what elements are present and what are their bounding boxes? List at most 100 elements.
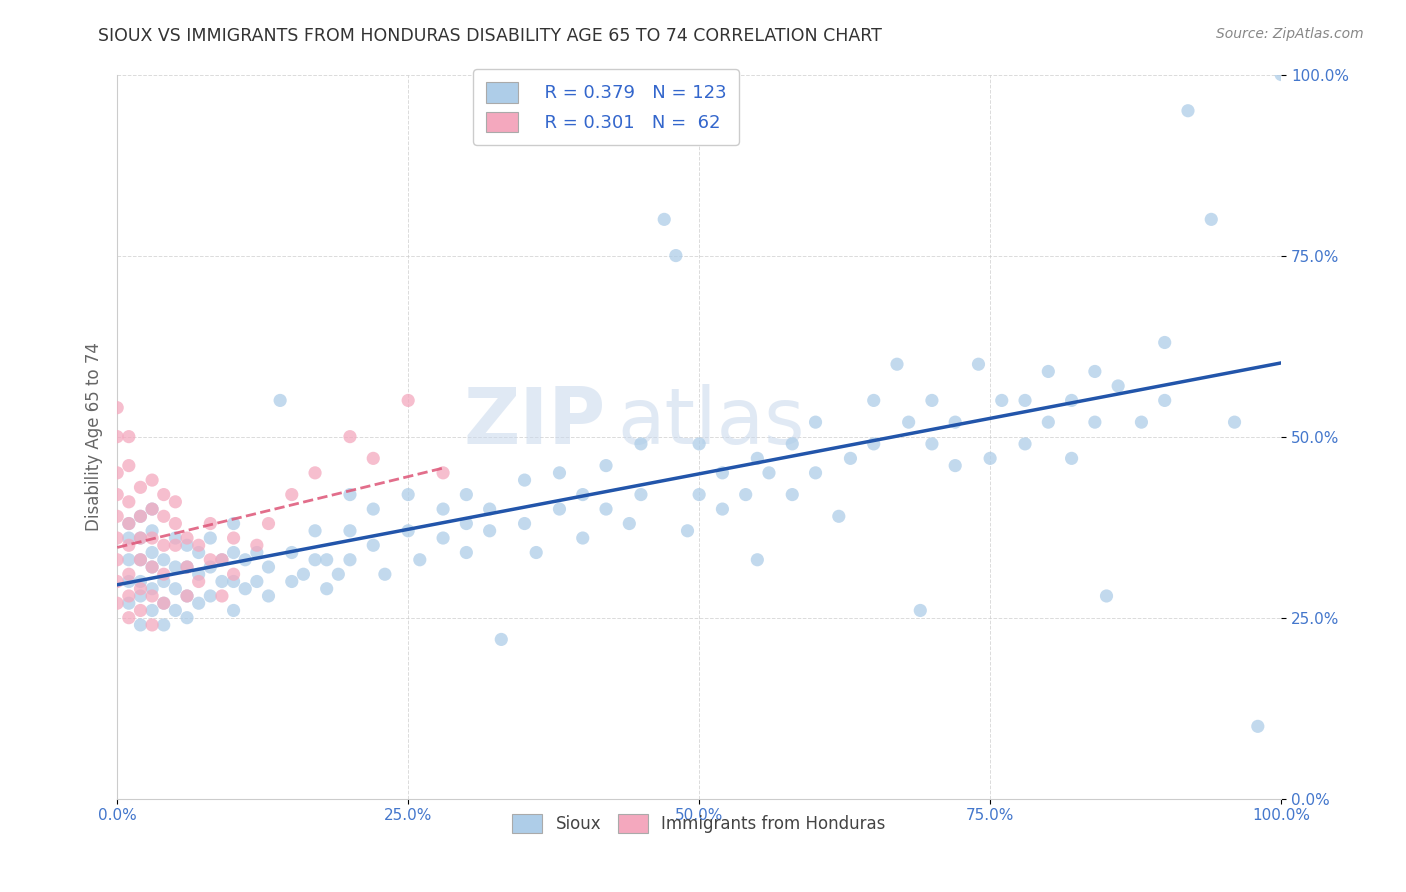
Point: [176, 589, 198, 603]
Point: [165, 560, 187, 574]
Point: [862, 393, 884, 408]
Point: [315, 553, 337, 567]
Point: [513, 473, 536, 487]
Point: [152, 553, 174, 567]
Point: [676, 524, 699, 538]
Point: [688, 487, 710, 501]
Point: [304, 553, 326, 567]
Point: [361, 538, 384, 552]
Point: [943, 415, 966, 429]
Point: [595, 502, 617, 516]
Point: [129, 531, 152, 545]
Point: [804, 415, 827, 429]
Point: [187, 596, 209, 610]
Point: [141, 524, 163, 538]
Point: [396, 393, 419, 408]
Point: [1038, 364, 1060, 378]
Point: [187, 538, 209, 552]
Point: [141, 531, 163, 545]
Point: [211, 574, 233, 589]
Point: [304, 524, 326, 538]
Point: [409, 553, 432, 567]
Point: [118, 596, 141, 610]
Point: [292, 567, 315, 582]
Point: [257, 560, 280, 574]
Point: [152, 487, 174, 501]
Point: [828, 509, 851, 524]
Point: [165, 582, 187, 596]
Point: [105, 401, 128, 415]
Point: [211, 553, 233, 567]
Point: [222, 567, 245, 582]
Point: [200, 589, 222, 603]
Point: [105, 509, 128, 524]
Point: [176, 531, 198, 545]
Point: [257, 516, 280, 531]
Point: [105, 430, 128, 444]
Point: [246, 574, 269, 589]
Point: [200, 553, 222, 567]
Point: [118, 538, 141, 552]
Point: [524, 545, 547, 559]
Point: [304, 466, 326, 480]
Point: [211, 553, 233, 567]
Point: [630, 437, 652, 451]
Point: [118, 610, 141, 624]
Point: [129, 531, 152, 545]
Point: [361, 502, 384, 516]
Point: [1270, 68, 1292, 82]
Point: [152, 509, 174, 524]
Point: [129, 509, 152, 524]
Point: [187, 567, 209, 582]
Point: [456, 487, 478, 501]
Point: [269, 393, 291, 408]
Point: [396, 487, 419, 501]
Point: [281, 487, 304, 501]
Point: [1177, 103, 1199, 118]
Point: [491, 632, 513, 647]
Point: [780, 487, 803, 501]
Point: [176, 560, 198, 574]
Point: [105, 553, 128, 567]
Point: [200, 516, 222, 531]
Point: [152, 538, 174, 552]
Point: [211, 589, 233, 603]
Point: [548, 466, 571, 480]
Point: [967, 357, 990, 371]
Point: [1060, 393, 1083, 408]
Point: [1130, 415, 1153, 429]
Point: [571, 487, 593, 501]
Point: [118, 430, 141, 444]
Point: [339, 487, 361, 501]
Point: [1247, 719, 1270, 733]
Point: [804, 466, 827, 480]
Text: Source: ZipAtlas.com: Source: ZipAtlas.com: [1216, 27, 1364, 41]
Point: [1060, 451, 1083, 466]
Point: [105, 531, 128, 545]
Point: [233, 553, 256, 567]
Point: [105, 466, 128, 480]
Point: [921, 437, 943, 451]
Point: [152, 596, 174, 610]
Point: [747, 451, 769, 466]
Point: [688, 437, 710, 451]
Point: [665, 249, 688, 263]
Point: [200, 531, 222, 545]
Point: [141, 473, 163, 487]
Point: [432, 466, 454, 480]
Point: [152, 574, 174, 589]
Point: [176, 538, 198, 552]
Point: [339, 430, 361, 444]
Point: [1107, 379, 1129, 393]
Point: [246, 545, 269, 559]
Point: [222, 603, 245, 617]
Point: [105, 487, 128, 501]
Point: [595, 458, 617, 473]
Point: [734, 487, 756, 501]
Legend:   R = 0.379   N = 123,   R = 0.301   N =  62: R = 0.379 N = 123, R = 0.301 N = 62: [472, 69, 740, 145]
Point: [176, 560, 198, 574]
Point: [200, 560, 222, 574]
Point: [374, 567, 396, 582]
Point: [1084, 364, 1107, 378]
Point: [129, 509, 152, 524]
